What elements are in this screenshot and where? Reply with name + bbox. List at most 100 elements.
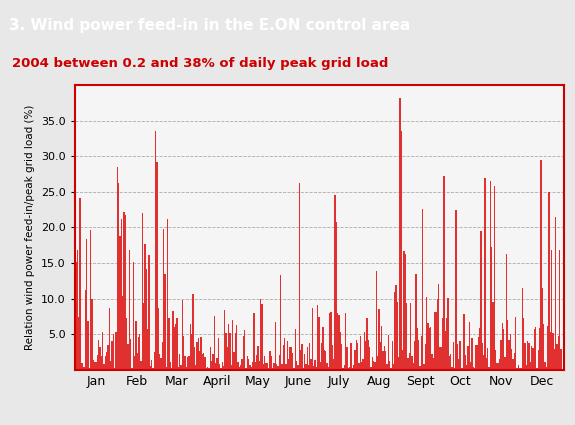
Bar [232, 320, 233, 370]
Bar [162, 343, 163, 370]
Bar [388, 334, 389, 370]
Bar [277, 366, 279, 370]
Bar [551, 250, 552, 370]
Bar [503, 329, 504, 370]
Bar [279, 355, 280, 370]
Bar [239, 368, 240, 370]
Bar [186, 368, 187, 370]
Bar [246, 368, 247, 370]
Bar [479, 328, 481, 370]
Bar [252, 362, 254, 370]
Bar [82, 363, 83, 370]
Bar [323, 327, 324, 370]
Bar [313, 366, 315, 370]
Bar [231, 365, 232, 370]
Bar [115, 332, 117, 370]
Bar [377, 356, 378, 370]
Bar [506, 254, 507, 370]
Bar [370, 367, 371, 370]
Bar [160, 358, 162, 370]
Text: 3. Wind power feed-in in the E.ON control area: 3. Wind power feed-in in the E.ON contro… [9, 18, 411, 33]
Bar [213, 316, 215, 370]
Bar [154, 352, 155, 370]
Bar [280, 275, 281, 370]
Bar [83, 367, 85, 370]
Bar [337, 313, 338, 370]
Bar [455, 210, 457, 370]
Bar [293, 368, 294, 370]
Bar [97, 355, 98, 370]
Bar [458, 359, 459, 370]
Bar [495, 350, 496, 370]
Bar [394, 292, 396, 370]
Bar [150, 366, 151, 370]
Bar [174, 327, 175, 370]
Bar [332, 345, 333, 370]
Bar [556, 344, 558, 370]
Bar [447, 298, 448, 370]
Bar [122, 296, 123, 370]
Bar [454, 368, 455, 370]
Bar [524, 343, 526, 370]
Bar [256, 355, 258, 370]
Bar [345, 313, 346, 370]
Bar [202, 354, 203, 370]
Bar [375, 271, 377, 370]
Bar [198, 338, 199, 370]
Bar [273, 363, 275, 370]
Bar [545, 362, 546, 370]
Bar [430, 328, 431, 370]
Bar [93, 360, 94, 370]
Bar [512, 359, 513, 370]
Bar [140, 360, 142, 370]
Bar [516, 368, 518, 370]
Bar [494, 186, 495, 370]
Bar [426, 297, 427, 370]
Bar [366, 318, 367, 370]
Bar [504, 357, 506, 370]
Bar [350, 343, 352, 370]
Bar [408, 357, 409, 370]
Bar [496, 363, 498, 370]
Bar [427, 323, 429, 370]
Bar [333, 360, 335, 370]
Bar [135, 321, 136, 370]
Bar [523, 318, 524, 370]
Bar [356, 340, 357, 370]
Bar [118, 183, 119, 370]
Bar [400, 98, 401, 370]
Bar [185, 356, 186, 370]
Bar [114, 368, 115, 370]
Bar [78, 317, 79, 370]
Bar [305, 364, 306, 370]
Bar [530, 362, 531, 370]
Bar [469, 322, 470, 370]
Bar [104, 364, 105, 370]
Bar [380, 343, 381, 370]
Bar [211, 361, 212, 370]
Bar [109, 309, 110, 370]
Bar [288, 360, 289, 370]
Bar [217, 338, 219, 370]
Bar [260, 299, 262, 370]
Bar [125, 215, 126, 370]
Bar [98, 340, 99, 370]
Bar [467, 346, 469, 370]
Bar [85, 289, 86, 370]
Bar [331, 312, 332, 370]
Bar [136, 353, 138, 370]
Bar [440, 347, 442, 370]
Text: 2004 between 0.2 and 38% of daily peak grid load: 2004 between 0.2 and 38% of daily peak g… [12, 57, 388, 70]
Bar [429, 328, 430, 370]
Bar [487, 348, 488, 370]
Bar [532, 348, 534, 370]
Bar [362, 359, 363, 370]
Bar [438, 284, 439, 370]
Bar [546, 367, 547, 370]
Bar [319, 317, 320, 370]
Bar [329, 313, 331, 370]
Bar [240, 365, 242, 370]
Bar [378, 309, 380, 370]
Bar [315, 360, 316, 370]
Bar [527, 341, 528, 370]
